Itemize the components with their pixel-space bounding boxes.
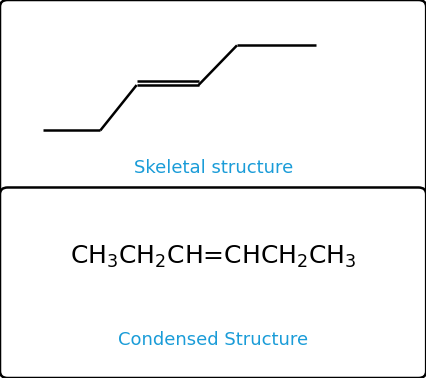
FancyBboxPatch shape <box>0 0 425 194</box>
Text: Skeletal structure: Skeletal structure <box>134 159 292 177</box>
FancyBboxPatch shape <box>0 187 425 378</box>
Text: CH$_3$CH$_2$CH=CHCH$_2$CH$_3$: CH$_3$CH$_2$CH=CHCH$_2$CH$_3$ <box>70 244 356 270</box>
Text: Condensed Structure: Condensed Structure <box>118 331 308 349</box>
